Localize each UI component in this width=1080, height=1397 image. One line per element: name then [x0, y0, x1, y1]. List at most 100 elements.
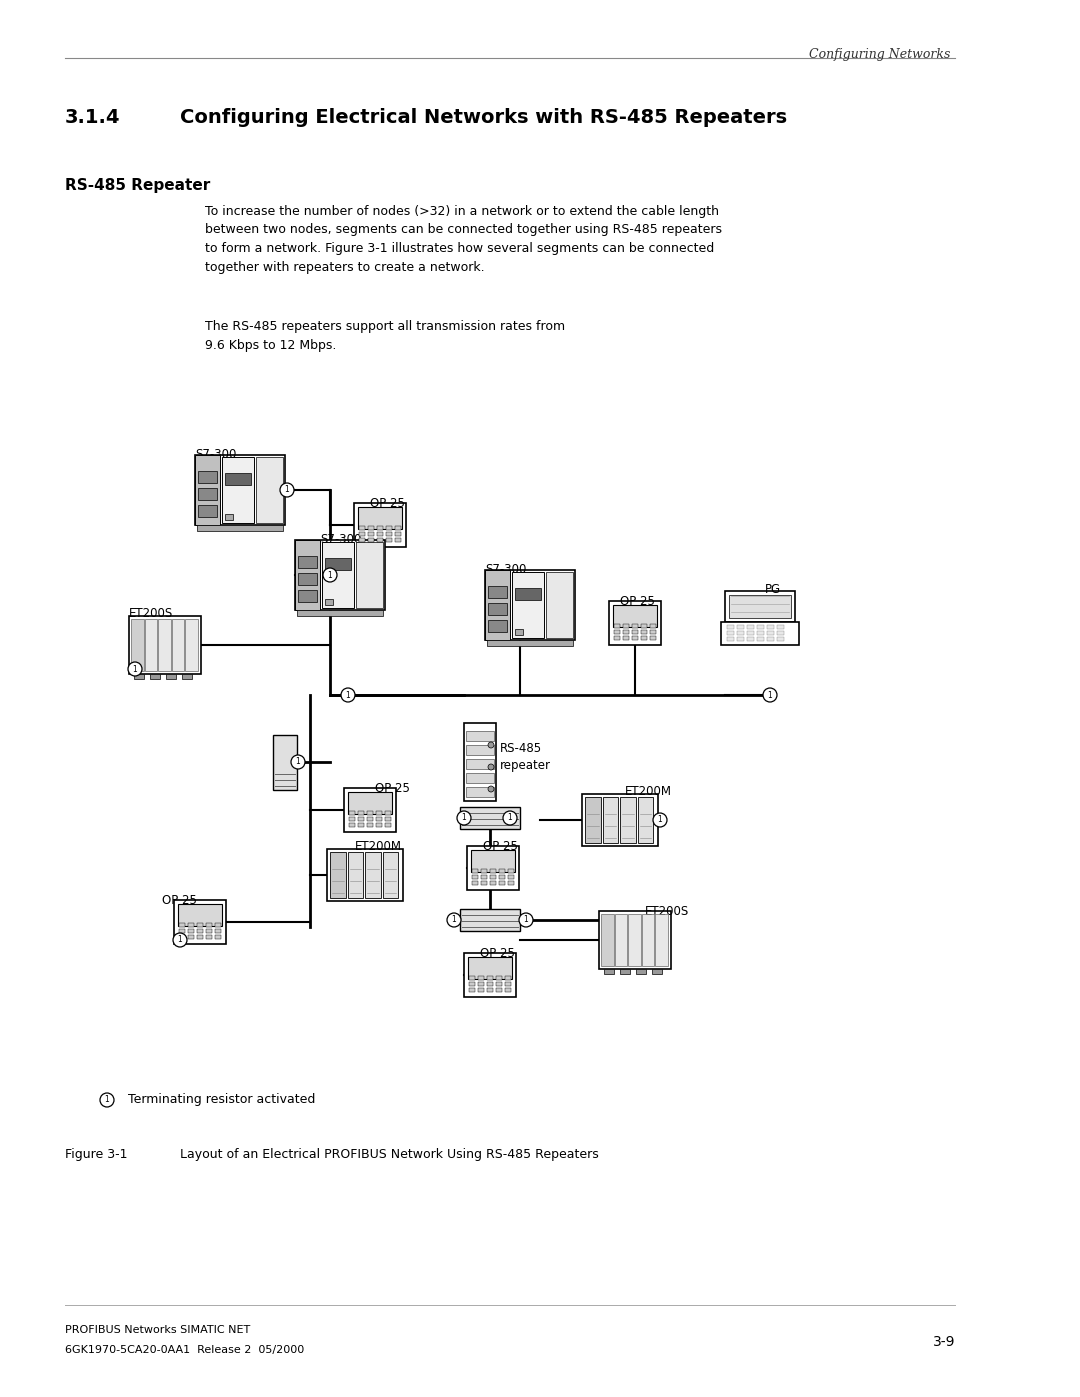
Bar	[620, 798, 635, 842]
Text: 1: 1	[524, 915, 528, 925]
Bar	[487, 640, 573, 645]
Bar	[490, 869, 496, 873]
Text: 1: 1	[296, 757, 300, 767]
Text: 3-9: 3-9	[932, 1336, 955, 1350]
Text: OP 25: OP 25	[370, 497, 405, 510]
Bar	[198, 471, 217, 483]
Bar	[129, 616, 201, 673]
Bar	[490, 875, 496, 879]
Bar	[355, 542, 383, 608]
Bar	[725, 591, 795, 622]
Bar	[747, 631, 754, 636]
Bar	[642, 914, 654, 965]
Bar	[215, 935, 221, 939]
Text: OP 25: OP 25	[480, 947, 515, 960]
Bar	[325, 599, 334, 605]
Bar	[632, 630, 638, 634]
Bar	[386, 538, 392, 542]
Circle shape	[519, 914, 534, 928]
Bar	[481, 869, 487, 873]
Bar	[499, 869, 505, 873]
Bar	[642, 636, 647, 640]
Bar	[395, 527, 401, 529]
Bar	[297, 610, 383, 616]
Text: S7-300: S7-300	[195, 448, 237, 461]
Text: Layout of an Electrical PROFIBUS Network Using RS-485 Repeaters: Layout of an Electrical PROFIBUS Network…	[180, 1148, 598, 1161]
Bar	[508, 875, 514, 879]
Text: OP 25: OP 25	[375, 782, 410, 795]
Bar	[499, 882, 505, 886]
Bar	[131, 619, 144, 671]
Bar	[767, 637, 774, 641]
Bar	[496, 977, 502, 981]
Text: RS-485 Repeater: RS-485 Repeater	[65, 177, 211, 193]
Bar	[650, 624, 656, 629]
Bar	[226, 514, 233, 520]
Bar	[377, 532, 383, 536]
Bar	[464, 724, 496, 800]
Bar	[515, 588, 541, 599]
Bar	[197, 923, 203, 928]
Bar	[737, 624, 744, 629]
Bar	[384, 812, 391, 814]
Bar	[485, 570, 575, 640]
Bar	[179, 929, 185, 933]
Bar	[206, 935, 212, 939]
Bar	[481, 875, 487, 879]
Bar	[721, 622, 799, 645]
Text: Terminating resistor activated: Terminating resistor activated	[120, 1094, 315, 1106]
Bar	[465, 731, 494, 740]
Bar	[256, 457, 283, 522]
Bar	[166, 673, 176, 679]
Bar	[386, 527, 392, 529]
Text: OP 25: OP 25	[620, 595, 654, 608]
Bar	[777, 624, 784, 629]
Bar	[499, 875, 505, 879]
Bar	[386, 532, 392, 536]
Bar	[197, 929, 203, 933]
Bar	[478, 988, 484, 992]
Text: 1: 1	[508, 813, 512, 823]
Text: 1: 1	[327, 570, 333, 580]
Bar	[359, 538, 365, 542]
Text: 1: 1	[133, 665, 137, 673]
Bar	[367, 817, 373, 821]
Bar	[642, 630, 647, 634]
Bar	[505, 977, 511, 981]
Bar	[150, 673, 160, 679]
Bar	[757, 637, 764, 641]
Bar	[377, 527, 383, 529]
Circle shape	[447, 914, 461, 928]
Bar	[488, 604, 508, 615]
Bar	[623, 624, 629, 629]
Bar	[464, 953, 516, 997]
Circle shape	[503, 812, 517, 826]
Bar	[487, 982, 492, 986]
Bar	[145, 619, 158, 671]
Bar	[465, 759, 494, 768]
Text: ET200S: ET200S	[645, 905, 689, 918]
Bar	[777, 631, 784, 636]
Circle shape	[488, 764, 494, 770]
Bar	[357, 823, 364, 827]
Bar	[359, 527, 365, 529]
Bar	[632, 636, 638, 640]
Bar	[469, 977, 475, 981]
Bar	[357, 817, 364, 821]
Bar	[460, 909, 519, 930]
Bar	[186, 619, 198, 671]
Bar	[757, 631, 764, 636]
Bar	[496, 988, 502, 992]
Circle shape	[291, 754, 305, 768]
Text: 3.1.4: 3.1.4	[65, 108, 121, 127]
Bar	[650, 636, 656, 640]
Bar	[183, 673, 192, 679]
Text: Figure 3-1: Figure 3-1	[65, 1148, 127, 1161]
Text: ET200M: ET200M	[355, 840, 402, 854]
Bar	[472, 882, 478, 886]
Bar	[609, 601, 661, 645]
Text: S7-300: S7-300	[485, 563, 526, 576]
Bar	[295, 541, 384, 610]
Bar	[376, 817, 382, 821]
Bar	[322, 542, 354, 608]
